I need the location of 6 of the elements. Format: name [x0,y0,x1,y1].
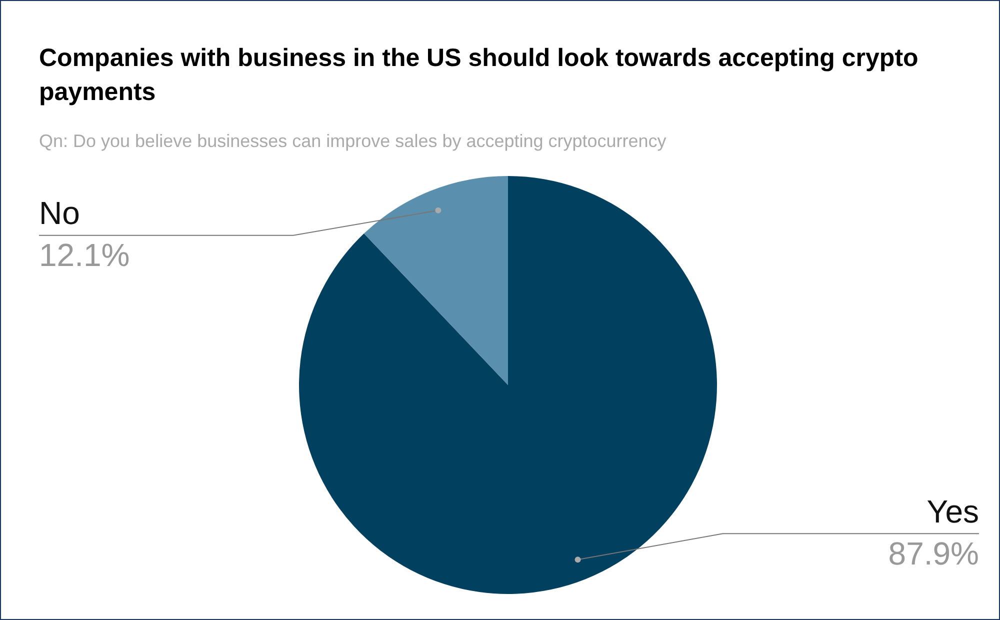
chart-title: Companies with business in the US should look towards accepting crypto payments [39,43,920,108]
chart-subtitle: Qn: Do you believe businesses can improve sales by accepting cryptocurrency [39,131,666,152]
slice-label: Yes [926,494,979,530]
slice-label: No [39,195,80,232]
data-label: 12.1% [39,237,130,274]
data-label: 87.9% [888,536,979,572]
